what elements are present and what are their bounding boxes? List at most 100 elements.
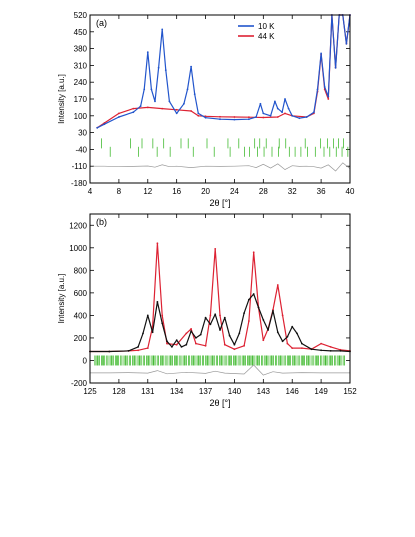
panel-a: 4 8 12 16 20 24 28 32 36 40 -180 -110 -40 30 100 170 240… [57, 11, 355, 208]
data-point [284, 112, 286, 115]
data-point [281, 314, 284, 317]
data-point [175, 339, 178, 342]
data-point [195, 342, 197, 345]
y-tick-label: 800 [74, 266, 88, 275]
data-point [329, 346, 332, 348]
x-tick-label: 149 [314, 387, 328, 396]
data-point [262, 116, 265, 119]
data-point [132, 111, 135, 114]
data-point [262, 112, 265, 115]
data-point [103, 123, 106, 126]
data-point [310, 348, 313, 351]
data-point [127, 350, 130, 352]
data-point [183, 102, 185, 105]
data-point [143, 88, 146, 91]
y-tick-label: -40 [75, 145, 87, 154]
series-line [90, 242, 351, 353]
data-point [316, 88, 319, 91]
data-point [252, 251, 255, 254]
x-tick-label: 152 [343, 387, 357, 396]
x-tick-label: 4 [88, 187, 93, 196]
data-point [204, 316, 207, 319]
data-point [259, 102, 262, 105]
data-point [291, 325, 294, 328]
data-point [190, 65, 193, 68]
y-tick-label: 170 [74, 95, 88, 104]
data-point [146, 347, 149, 349]
data-point [262, 339, 265, 342]
data-point [156, 301, 159, 303]
data-point [276, 284, 279, 286]
data-point [214, 313, 217, 316]
x-tick-label: 140 [228, 387, 242, 396]
data-point [327, 98, 330, 100]
x-tick-label: 137 [199, 387, 213, 396]
data-point [139, 105, 142, 108]
data-point [118, 116, 120, 118]
data-point [137, 346, 140, 348]
data-point [161, 322, 164, 325]
y-tick-label: 100 [74, 112, 88, 121]
panel-label: (b) [96, 217, 107, 227]
data-point [255, 116, 257, 118]
data-point [150, 88, 153, 91]
data-point [305, 116, 308, 118]
data-point [146, 51, 149, 54]
data-point [166, 342, 168, 345]
data-point [161, 107, 164, 110]
data-point [209, 323, 212, 326]
data-point [223, 316, 226, 319]
data-point [108, 350, 111, 353]
data-point [219, 314, 221, 317]
data-point [223, 343, 226, 346]
y-tick-label: 520 [74, 11, 88, 20]
data-point [281, 111, 283, 114]
y-axis-label: Intensity [a.u.] [57, 74, 66, 124]
data-point [96, 126, 99, 129]
data-point [334, 66, 337, 69]
y-tick-label: 450 [74, 28, 88, 37]
data-point [118, 112, 120, 115]
data-point [320, 342, 322, 345]
panel-label: (a) [96, 18, 107, 28]
data-point [252, 293, 255, 295]
data-point [164, 69, 167, 72]
legend-label: 10 K [258, 22, 275, 31]
x-axis-label: 2θ [°] [209, 198, 230, 208]
data-point [209, 314, 212, 317]
data-point [146, 106, 149, 109]
data-point [180, 346, 183, 348]
y-tick-label: 0 [83, 356, 88, 365]
x-tick-label: 16 [172, 187, 181, 196]
data-point [301, 347, 303, 349]
data-point [156, 242, 159, 245]
y-tick-label: 600 [74, 289, 88, 298]
data-point [219, 329, 221, 331]
data-point [142, 332, 144, 335]
x-tick-label: 28 [259, 187, 268, 196]
data-point [329, 350, 332, 352]
y-tick-label: 1200 [69, 221, 87, 230]
data-point [233, 348, 236, 351]
x-tick-label: 134 [170, 387, 184, 396]
data-point [323, 86, 326, 88]
data-point [345, 42, 348, 45]
data-point [233, 118, 236, 121]
data-point [219, 118, 221, 121]
data-point [298, 117, 301, 120]
data-point [327, 95, 330, 98]
data-point [190, 328, 193, 330]
y-tick-label: -200 [71, 379, 88, 388]
data-point [193, 93, 196, 96]
data-point [276, 116, 279, 118]
x-tick-label: 8 [117, 187, 122, 196]
data-point [175, 343, 178, 346]
plot-frame [89, 14, 351, 184]
data-point [291, 114, 294, 117]
x-tick-label: 131 [141, 387, 155, 396]
data-point [233, 343, 236, 346]
data-point [195, 337, 197, 339]
data-point [291, 347, 294, 349]
data-point [301, 342, 303, 345]
data-point [185, 343, 188, 346]
